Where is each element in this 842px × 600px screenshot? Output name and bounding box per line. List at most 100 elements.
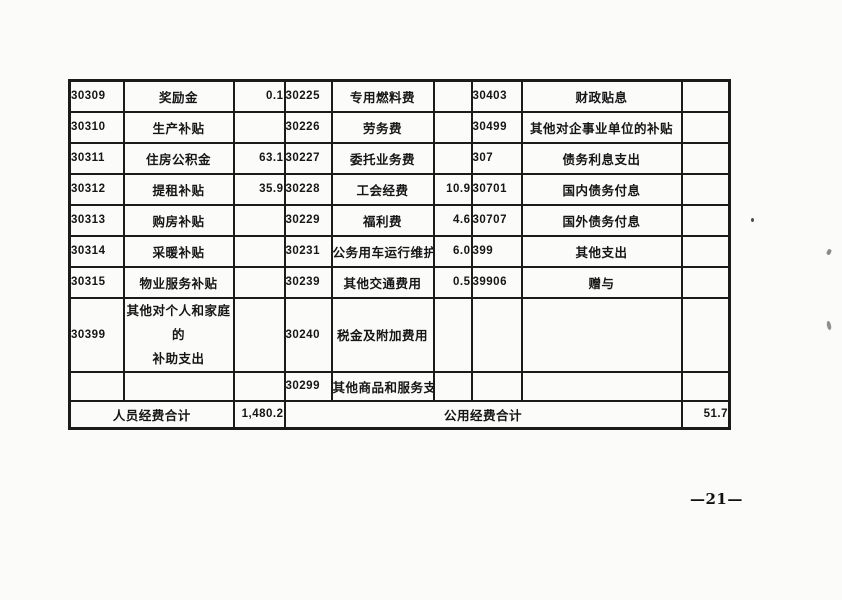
cell-code xyxy=(470,296,523,373)
page-number: —21— xyxy=(690,490,743,508)
cell-item-name: 债务利息支出 xyxy=(520,141,683,175)
cell-code: 30299 xyxy=(283,370,333,402)
totals-row: 人员经费合计 1,480.2 公用经费合计 51.7 xyxy=(68,399,731,430)
cell-amount xyxy=(680,110,731,144)
cell-amount xyxy=(432,141,473,175)
cell-code: 30311 xyxy=(68,141,125,175)
cell-code: 30227 xyxy=(283,141,333,175)
table-row: 30314 采暖补贴 30231 公务用车运行维护费 6.0 399 其他支出 xyxy=(68,234,731,268)
cell-item-name: 生产补贴 xyxy=(122,110,235,144)
cell-code: 30707 xyxy=(470,203,523,237)
cell-amount: 0.5 xyxy=(432,265,473,299)
table-row: 30310 生产补贴 30226 劳务费 30499 其他对企事业单位的补贴 xyxy=(68,110,731,144)
cell-amount xyxy=(680,203,731,237)
cell-item-name: 其他对个人和家庭的 补助支出 xyxy=(122,296,235,373)
cell-amount xyxy=(432,370,473,402)
cell-code: 30314 xyxy=(68,234,125,268)
cell-amount: 63.1 xyxy=(232,141,286,175)
cell-item-name xyxy=(122,370,235,402)
cell-item-name: 住房公积金 xyxy=(122,141,235,175)
cell-code: 30701 xyxy=(470,172,523,206)
table-row: 30309 奖励金 0.1 30225 专用燃料费 30403 财政贴息 xyxy=(68,79,731,113)
cell-item-name: 国内债务付息 xyxy=(520,172,683,206)
cell-item-name: 财政贴息 xyxy=(520,79,683,113)
public-total-label: 公用经费合计 xyxy=(283,399,683,430)
table-row: 30312 提租补贴 35.9 30228 工会经费 10.9 30701 国内… xyxy=(68,172,731,206)
cell-item-name: 公务用车运行维护费 xyxy=(330,234,435,268)
budget-table: 30309 奖励金 0.1 30225 专用燃料费 30403 财政贴息 303… xyxy=(68,79,731,430)
cell-amount xyxy=(432,79,473,113)
table-row: 30299 其他商品和服务支出 xyxy=(68,370,731,402)
cell-item-name xyxy=(520,370,683,402)
cell-item-name: 其他对企事业单位的补贴 xyxy=(520,110,683,144)
cell-item-name: 其他交通费用 xyxy=(330,265,435,299)
cell-code: 30399 xyxy=(68,296,125,373)
cell-code: 30226 xyxy=(283,110,333,144)
cell-amount: 6.0 xyxy=(432,234,473,268)
cell-amount xyxy=(232,110,286,144)
cell-code: 30228 xyxy=(283,172,333,206)
cell-amount xyxy=(232,370,286,402)
cell-item-name: 采暖补贴 xyxy=(122,234,235,268)
cell-code: 39906 xyxy=(470,265,523,299)
cell-amount xyxy=(680,172,731,206)
cell-amount xyxy=(680,265,731,299)
cell-item-name: 物业服务补贴 xyxy=(122,265,235,299)
scan-speck xyxy=(751,218,754,222)
cell-item-name: 福利费 xyxy=(330,203,435,237)
cell-amount xyxy=(232,296,286,373)
cell-item-name: 其他商品和服务支出 xyxy=(330,370,435,402)
cell-code: 30225 xyxy=(283,79,333,113)
cell-item-name: 税金及附加费用 xyxy=(330,296,435,373)
cell-code: 30312 xyxy=(68,172,125,206)
cell-amount xyxy=(680,296,731,373)
scan-speck xyxy=(825,248,833,256)
cell-amount xyxy=(680,141,731,175)
personnel-total-label: 人员经费合计 xyxy=(68,399,235,430)
cell-amount: 4.6 xyxy=(432,203,473,237)
cell-code: 30313 xyxy=(68,203,125,237)
cell-code: 30403 xyxy=(470,79,523,113)
cell-code: 30309 xyxy=(68,79,125,113)
cell-item-name: 专用燃料费 xyxy=(330,79,435,113)
table-row: 30311 住房公积金 63.1 30227 委托业务费 307 债务利息支出 xyxy=(68,141,731,175)
cell-item-name: 奖励金 xyxy=(122,79,235,113)
cell-item-name xyxy=(520,296,683,373)
cell-code: 30229 xyxy=(283,203,333,237)
cell-amount xyxy=(680,370,731,402)
cell-item-name: 劳务费 xyxy=(330,110,435,144)
cell-code xyxy=(470,370,523,402)
cell-amount: 10.9 xyxy=(432,172,473,206)
cell-amount: 35.9 xyxy=(232,172,286,206)
table-row: 30399 其他对个人和家庭的 补助支出 30240 税金及附加费用 xyxy=(68,296,731,373)
cell-code: 30239 xyxy=(283,265,333,299)
cell-amount xyxy=(432,110,473,144)
cell-code xyxy=(68,370,125,402)
cell-item-name: 国外债务付息 xyxy=(520,203,683,237)
cell-item-name: 购房补贴 xyxy=(122,203,235,237)
cell-code: 399 xyxy=(470,234,523,268)
cell-code: 30231 xyxy=(283,234,333,268)
cell-amount xyxy=(232,234,286,268)
cell-amount xyxy=(680,234,731,268)
cell-amount xyxy=(680,79,731,113)
cell-code: 30315 xyxy=(68,265,125,299)
cell-amount xyxy=(232,265,286,299)
cell-item-name: 其他支出 xyxy=(520,234,683,268)
table-row: 30313 购房补贴 30229 福利费 4.6 30707 国外债务付息 xyxy=(68,203,731,237)
cell-item-name: 工会经费 xyxy=(330,172,435,206)
cell-amount: 0.1 xyxy=(232,79,286,113)
scan-speck xyxy=(826,320,832,331)
cell-code: 307 xyxy=(470,141,523,175)
cell-code: 30310 xyxy=(68,110,125,144)
cell-item-name: 赠与 xyxy=(520,265,683,299)
table-row: 30315 物业服务补贴 30239 其他交通费用 0.5 39906 赠与 xyxy=(68,265,731,299)
public-total-value: 51.7 xyxy=(680,399,731,430)
cell-item-name: 委托业务费 xyxy=(330,141,435,175)
cell-amount xyxy=(432,296,473,373)
cell-code: 30240 xyxy=(283,296,333,373)
cell-amount xyxy=(232,203,286,237)
cell-item-name: 提租补贴 xyxy=(122,172,235,206)
cell-code: 30499 xyxy=(470,110,523,144)
